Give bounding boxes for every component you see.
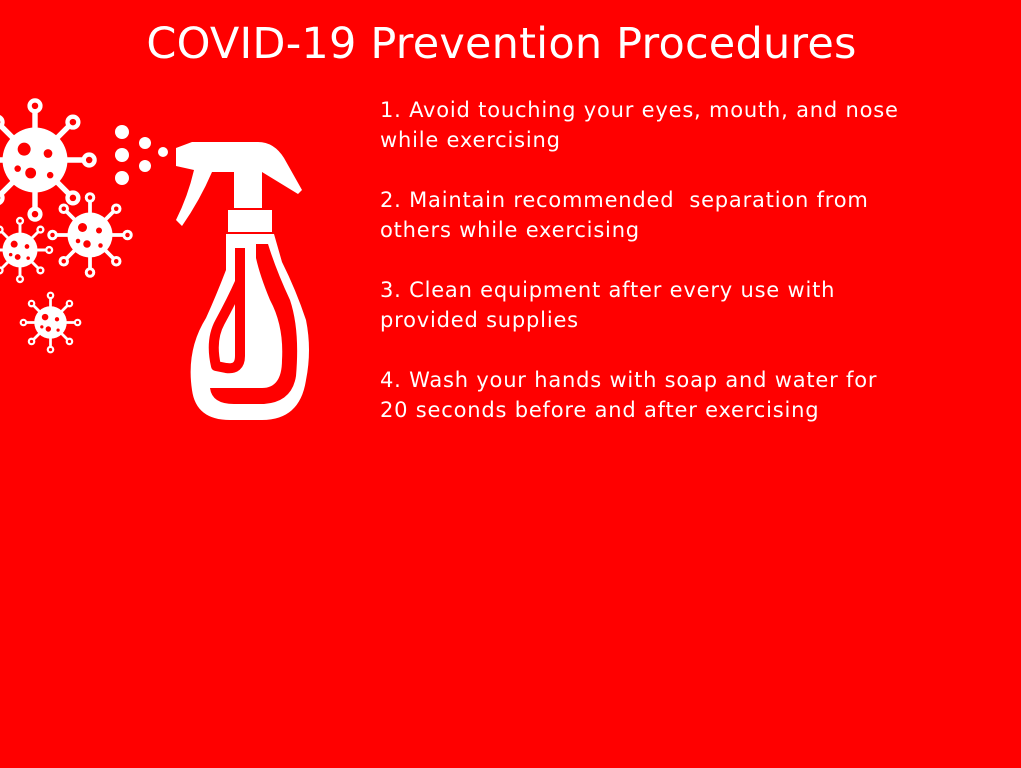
virus-icon [0, 215, 55, 285]
list-item: 1. Avoid touching your eyes, mouth, and … [380, 95, 1010, 155]
step-line: while exercising [380, 128, 561, 152]
step-line: 4. Wash your hands with soap and water f… [380, 368, 878, 392]
step-line: provided supplies [380, 308, 579, 332]
step-line: 1. Avoid touching your eyes, mouth, and … [380, 98, 899, 122]
step-line: 2. Maintain recommended separation from [380, 188, 869, 212]
list-item: 4. Wash your hands with soap and water f… [380, 365, 1010, 425]
step-line: 3. Clean equipment after every use with [380, 278, 836, 302]
illustration [0, 80, 309, 420]
page-title: COVID-19 Prevention Procedures [146, 19, 857, 69]
virus-icon [0, 98, 97, 222]
spray-mist [115, 125, 168, 185]
virus-icon [45, 190, 135, 280]
step-line: others while exercising [380, 218, 640, 242]
prevention-steps: 1. Avoid touching your eyes, mouth, and … [380, 95, 1010, 455]
spray-bottle-icon [115, 125, 309, 420]
step-line: 20 seconds before and after exercising [380, 398, 820, 422]
list-item: 3. Clean equipment after every use with … [380, 275, 1010, 335]
virus-icon [18, 290, 83, 355]
list-item: 2. Maintain recommended separation from … [380, 185, 1010, 245]
